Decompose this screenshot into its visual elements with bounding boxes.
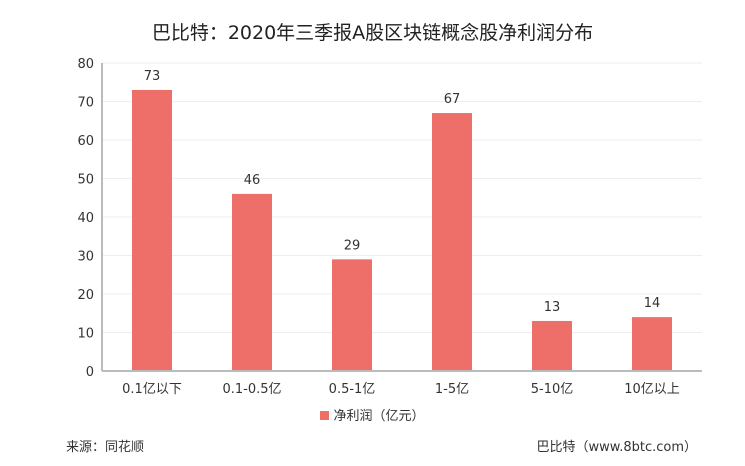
legend-label: 净利润（亿元） xyxy=(333,409,425,424)
x-tick-label: 0.1-0.5亿 xyxy=(222,382,281,397)
x-tick-label: 5-10亿 xyxy=(531,382,574,397)
chart-title: 巴比特：2020年三季报A股区块链概念股净利润分布 xyxy=(151,22,594,44)
y-tick-label: 40 xyxy=(77,211,94,226)
data-label: 46 xyxy=(244,173,261,188)
bar xyxy=(532,320,572,371)
y-tick-label: 0 xyxy=(86,365,94,380)
bar xyxy=(132,89,172,371)
y-tick-label: 70 xyxy=(77,96,94,111)
bar-chart: 0 10 20 30 40 50 60 70 80 73 0.1亿以下 46 0.1-0.5亿 29 0.5… xyxy=(77,57,702,397)
bar xyxy=(332,259,372,371)
y-tick-label: 60 xyxy=(77,134,94,149)
data-label: 13 xyxy=(544,300,561,315)
legend[interactable]: 净利润（亿元） xyxy=(0,405,745,424)
x-tick-label: 1-5亿 xyxy=(435,382,469,397)
y-tick-label: 80 xyxy=(77,57,94,72)
bar xyxy=(432,113,472,372)
y-tick-label: 50 xyxy=(77,173,94,188)
bar xyxy=(632,317,672,371)
legend-swatch xyxy=(320,411,330,420)
data-label: 73 xyxy=(144,69,161,84)
credit-note: 巴比特（www.8btc.com） xyxy=(536,440,697,455)
source-note: 来源：同花顺 xyxy=(66,440,145,455)
data-label: 29 xyxy=(344,238,361,253)
y-tick-label: 20 xyxy=(77,288,94,303)
data-label: 67 xyxy=(444,92,461,107)
y-tick-label: 10 xyxy=(77,327,94,342)
bar xyxy=(232,193,272,371)
x-tick-label: 0.5-1亿 xyxy=(329,382,376,397)
x-tick-label: 0.1亿以下 xyxy=(122,382,182,397)
x-tick-label: 10亿以上 xyxy=(624,382,680,397)
data-label: 14 xyxy=(644,296,661,311)
y-tick-label: 30 xyxy=(77,250,94,265)
